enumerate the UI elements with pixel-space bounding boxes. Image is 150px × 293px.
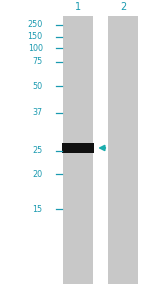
Text: 1: 1 — [75, 2, 81, 12]
Text: 150: 150 — [28, 32, 43, 41]
Text: 20: 20 — [33, 170, 43, 179]
Text: 15: 15 — [33, 205, 43, 214]
Text: 50: 50 — [33, 82, 43, 91]
Text: 25: 25 — [33, 146, 43, 155]
Bar — [62, 143, 94, 153]
Text: 100: 100 — [28, 44, 43, 53]
Text: 75: 75 — [33, 57, 43, 66]
Text: 250: 250 — [27, 21, 43, 29]
Bar — [108, 16, 138, 284]
Text: 37: 37 — [33, 108, 43, 117]
Bar — [63, 16, 93, 284]
Text: 2: 2 — [120, 2, 126, 12]
